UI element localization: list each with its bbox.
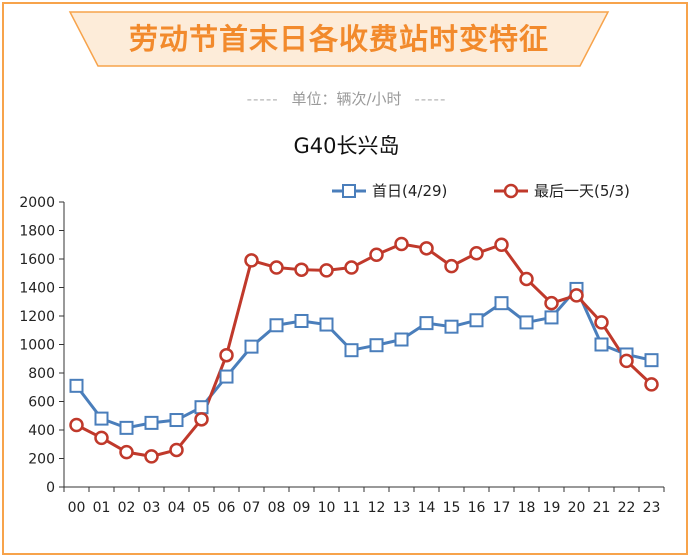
legend-marker-1 <box>342 184 356 198</box>
series-1-point <box>194 400 209 415</box>
x-tick-label: 02 <box>118 500 136 516</box>
x-tick-label: 14 <box>418 500 436 516</box>
title-banner: 劳动节首末日各收费站时变特征 <box>68 10 610 68</box>
chart-title: G40长兴岛 <box>293 134 400 158</box>
x-tick-label: 06 <box>218 500 236 516</box>
x-tick-label: 05 <box>193 500 211 516</box>
series-2-point <box>69 417 84 433</box>
y-tick-label: 1000 <box>19 338 55 354</box>
series-2-point <box>644 377 659 392</box>
series-2-point <box>194 412 209 427</box>
x-tick-label: 16 <box>468 500 486 516</box>
y-tick-label: 200 <box>28 452 55 468</box>
y-tick-label: 1400 <box>19 281 55 297</box>
x-tick-label: 20 <box>568 500 586 516</box>
unit-dash-left: ----- <box>246 90 279 108</box>
unit-dash-right: ----- <box>414 90 447 108</box>
series-2-point <box>594 315 609 330</box>
series-1-point <box>319 317 334 332</box>
y-tick-label: 1800 <box>19 224 55 240</box>
x-tick-label: 07 <box>243 500 261 516</box>
series-1-point <box>119 420 134 435</box>
x-tick-label: 17 <box>493 500 511 516</box>
banner-title: 劳动节首末日各收费站时变特征 <box>128 22 549 56</box>
series-line-1 <box>75 287 652 430</box>
banner-shape <box>68 11 610 67</box>
unit-row: ----- 单位：辆次/小时 ----- <box>0 88 693 109</box>
series-2-point <box>119 444 134 460</box>
series-1-point <box>244 339 259 354</box>
y-tick-label: 600 <box>28 395 55 411</box>
series-2-point <box>94 430 109 446</box>
series-2-point <box>219 347 234 363</box>
outer-frame <box>2 2 688 555</box>
series-2-point <box>369 247 384 262</box>
series-2-point <box>169 442 184 458</box>
series-2-point <box>244 253 259 268</box>
series-2-point <box>319 263 334 278</box>
x-tick-label: 12 <box>368 500 386 516</box>
x-tick-label: 19 <box>543 500 561 516</box>
legend-label-2: 最后一天(5/3) <box>534 182 630 200</box>
series-1-point <box>644 353 659 368</box>
x-tick-label: 08 <box>268 500 286 516</box>
series-1-point <box>494 296 509 311</box>
series-1-point <box>144 415 159 430</box>
unit-label: 单位：辆次/小时 <box>291 90 402 108</box>
y-tick-label: 800 <box>28 366 55 382</box>
x-tick-label: 22 <box>618 500 636 516</box>
y-tick-label: 2000 <box>19 195 55 211</box>
series-2-point <box>544 295 559 311</box>
x-tick-label: 09 <box>293 500 311 516</box>
x-tick-label: 13 <box>393 500 411 516</box>
series-2-point <box>469 246 484 261</box>
series-1-point <box>94 411 109 426</box>
x-tick-label: 21 <box>593 500 611 516</box>
series-2-point <box>269 260 284 275</box>
series-1-point <box>419 316 434 331</box>
series-1-point <box>369 338 384 353</box>
y-tick-label: 1600 <box>19 252 55 268</box>
x-tick-label: 04 <box>168 500 186 516</box>
series-2-point <box>394 236 409 252</box>
series-2-point <box>494 237 509 252</box>
series-1-point <box>519 315 534 330</box>
series-1-point <box>294 313 309 328</box>
series-2-point <box>294 262 309 277</box>
x-tick-label: 00 <box>68 500 86 516</box>
series-2-point <box>344 260 359 275</box>
series-2-point <box>569 288 584 303</box>
series-line-2 <box>75 242 653 458</box>
series-1-point <box>269 318 284 333</box>
series-2-point <box>444 258 459 274</box>
series-1-point <box>544 310 559 325</box>
series-1-point <box>69 378 84 393</box>
x-tick-label: 01 <box>93 500 111 516</box>
series-1-point <box>444 319 459 334</box>
series-1-point <box>219 369 234 384</box>
x-tick-label: 15 <box>443 500 461 516</box>
x-tick-label: 23 <box>643 500 661 516</box>
series-1-point <box>344 343 359 358</box>
legend-marker-2 <box>503 183 519 199</box>
x-tick-label: 11 <box>343 500 361 516</box>
x-tick-label: 18 <box>518 500 536 516</box>
series-1-point <box>394 332 409 347</box>
series-2-point <box>519 271 534 287</box>
legend-label-1: 首日(4/29) <box>372 182 447 200</box>
series-1-point <box>169 413 184 428</box>
series-2-point <box>419 241 434 256</box>
y-tick-label: 0 <box>46 480 55 496</box>
y-tick-label: 1200 <box>19 309 55 325</box>
series-2-point <box>144 449 159 464</box>
x-tick-label: 03 <box>143 500 161 516</box>
series-1-point <box>469 313 484 328</box>
series-1-point <box>594 337 609 352</box>
series-2-point <box>619 353 634 369</box>
x-tick-label: 10 <box>318 500 336 516</box>
y-tick-label: 400 <box>28 423 55 439</box>
